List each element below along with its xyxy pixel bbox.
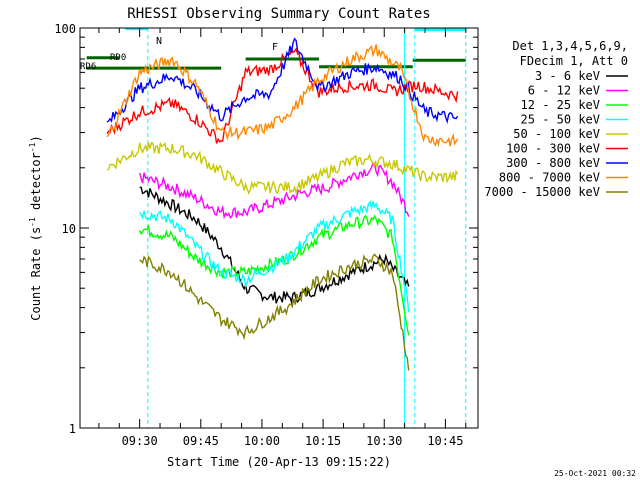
legend-label-0: 3 - 6 keV: [535, 69, 600, 83]
y-tick-label: 100: [54, 22, 76, 36]
x-tick-label: 10:00: [244, 434, 280, 448]
legend-label-7: 800 - 7000 keV: [499, 171, 600, 185]
timestamp: 25-Oct-2021 00:32: [554, 469, 636, 478]
axis-ticks: 1 10 100 09:30 09:45 10:00 10:15 10:30 10:45: [54, 22, 478, 448]
series-layer: [106, 37, 459, 371]
legend-label-1: 6 - 12 keV: [528, 84, 600, 98]
y-tick-label: 1: [69, 422, 76, 436]
series-line-8: [139, 253, 410, 371]
series-line-5: [106, 46, 459, 144]
legend-label-2: 12 - 25 keV: [521, 98, 600, 112]
series-line-3: [139, 199, 410, 313]
annotation-f: F: [272, 42, 278, 53]
x-tick-label: 10:45: [427, 434, 463, 448]
legend-label-6: 300 - 800 keV: [506, 156, 600, 170]
x-tick-label: 10:15: [305, 434, 341, 448]
legend-header-1: Det 1,3,4,5,6,9,: [512, 39, 628, 53]
x-tick-label: 10:30: [366, 434, 402, 448]
x-axis-label: Start Time (20-Apr-13 09:15:22): [167, 455, 391, 469]
legend-label-3: 25 - 50 keV: [521, 113, 600, 127]
legend-header-2: FDecim 1, Att 0: [520, 54, 628, 68]
y-axis-label: Count Rate (s-1 detector-1): [28, 135, 43, 320]
legend-label-8: 7000 - 15000 keV: [484, 185, 600, 199]
legend-label-4: 50 - 100 keV: [513, 127, 600, 141]
x-tick-label: 09:45: [183, 434, 219, 448]
series-line-1: [139, 162, 410, 220]
annotation-n: N: [156, 36, 162, 47]
y-tick-label: 10: [62, 222, 76, 236]
legend-label-5: 100 - 300 keV: [506, 142, 600, 156]
series-line-6: [106, 37, 459, 125]
annotation-rd6: RD6: [80, 62, 96, 72]
series-line-0: [139, 186, 410, 305]
series-line-4: [106, 141, 459, 195]
chart-title: RHESSI Observing Summary Count Rates: [127, 6, 430, 22]
x-tick-label: 09:30: [122, 434, 158, 448]
series-line-7: [106, 44, 459, 148]
annotation-rd0: RD0: [110, 53, 126, 63]
